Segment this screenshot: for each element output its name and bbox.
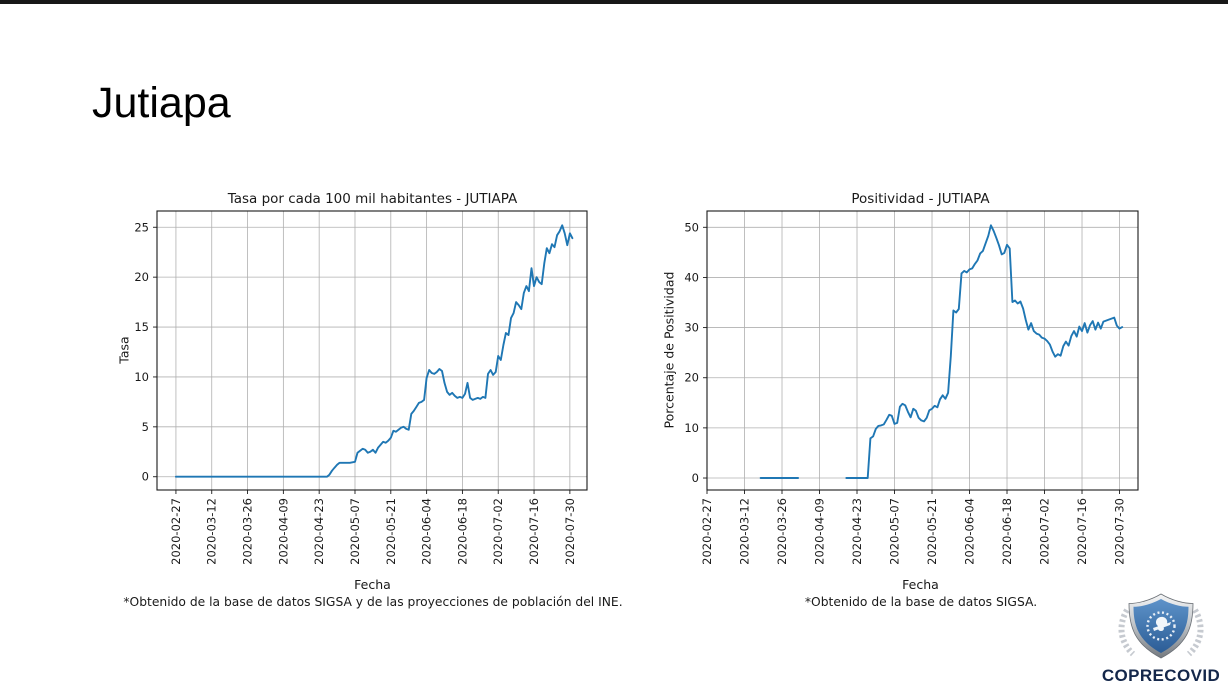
grid-lines [706,211,1138,490]
svg-text:2020-05-21: 2020-05-21 [925,498,939,565]
svg-text:2020-07-02: 2020-07-02 [1038,498,1052,565]
svg-text:2020-05-07: 2020-05-07 [888,498,902,565]
svg-text:10: 10 [134,370,149,384]
laurel-right [1186,608,1204,657]
svg-text:2020-04-23: 2020-04-23 [312,498,326,565]
x-tick-labels: 2020-02-27 2020-03-12 2020-03-26 2020-04-09… [700,498,1127,565]
svg-text:2020-06-18: 2020-06-18 [455,498,469,565]
svg-text:20: 20 [684,371,699,385]
plot-border [706,210,1139,491]
tasa-footnote: *Obtenido de la base de datos SIGSA y de… [123,595,623,609]
svg-text:2020-03-26: 2020-03-26 [775,498,789,565]
data-series [174,224,574,478]
svg-text:2020-07-02: 2020-07-02 [491,498,505,565]
svg-text:50: 50 [684,220,699,234]
tasa-y-axis-label: Tasa [116,336,132,364]
positividad-y-axis-label: Porcentaje de Positividad [661,271,677,429]
chart-tasa: 2020-02-27 2020-03-12 2020-03-26 2020-04-09… [108,188,648,618]
svg-text:0: 0 [692,471,699,485]
svg-text:2020-05-21: 2020-05-21 [384,498,398,565]
svg-text:2020-05-07: 2020-05-07 [348,498,362,565]
coprecovid-shield-icon [1118,593,1204,659]
svg-text:15: 15 [134,320,149,334]
tick-marks [153,226,571,494]
data-line [174,224,574,478]
coprecovid-logo: COPRECOVID [1097,592,1225,686]
svg-text:2020-02-27: 2020-02-27 [700,498,714,565]
svg-text:2020-02-27: 2020-02-27 [169,498,183,565]
emblem-wreath [1146,611,1176,641]
emblem-quetzal [1155,616,1168,632]
grid-lines [157,211,587,490]
slide-top-bar [0,0,1228,4]
svg-text:0: 0 [142,470,149,484]
svg-text:5: 5 [142,420,149,434]
x-tick-labels: 2020-02-27 2020-03-12 2020-03-26 2020-04-09… [169,498,577,565]
svg-text:40: 40 [684,270,699,284]
svg-text:2020-07-16: 2020-07-16 [527,498,541,565]
svg-text:2020-06-18: 2020-06-18 [1000,498,1014,565]
tasa-plot-canvas: 2020-02-27 2020-03-12 2020-03-26 2020-04-09… [134,210,588,565]
svg-text:10: 10 [684,421,699,435]
tasa-x-axis-label: Fecha [354,577,391,592]
y-tick-labels: 0 5 10 15 20 25 [134,220,149,483]
positividad-footnote: *Obtenido de la base de datos SIGSA. [804,595,1038,609]
positividad-plot-canvas: 2020-02-27 2020-03-12 2020-03-26 2020-04-09… [684,210,1139,565]
positividad-chart-title: Positividad - JUTIAPA [851,191,990,207]
svg-text:2020-04-23: 2020-04-23 [850,498,864,565]
slide-title: Jutiapa [92,79,231,127]
laurel-left [1118,608,1136,657]
svg-text:2020-07-16: 2020-07-16 [1075,498,1089,565]
svg-text:20: 20 [134,270,149,284]
svg-text:2020-06-04: 2020-06-04 [420,498,434,565]
svg-text:2020-03-26: 2020-03-26 [241,498,255,565]
svg-text:2020-04-09: 2020-04-09 [276,498,290,565]
svg-text:2020-06-04: 2020-06-04 [963,498,977,565]
coprecovid-logo-text: COPRECOVID [1101,666,1221,685]
positividad-x-axis-label: Fecha [902,577,939,592]
data-line [845,224,1124,479]
y-tick-labels: 0 10 20 30 40 50 [684,220,699,485]
svg-text:2020-04-09: 2020-04-09 [813,498,827,565]
chart-positividad: 2020-02-27 2020-03-12 2020-03-26 2020-04-09… [656,188,1196,618]
svg-text:2020-03-12: 2020-03-12 [738,498,752,565]
data-series [759,224,1124,479]
svg-text:2020-03-12: 2020-03-12 [205,498,219,565]
tick-marks [703,226,1120,494]
svg-text:30: 30 [684,321,699,335]
svg-text:2020-07-30: 2020-07-30 [1113,498,1127,565]
svg-text:2020-07-30: 2020-07-30 [563,498,577,565]
svg-text:25: 25 [134,220,149,234]
plot-border [156,210,588,491]
tasa-chart-title: Tasa por cada 100 mil habitantes - JUTIA… [227,191,518,207]
